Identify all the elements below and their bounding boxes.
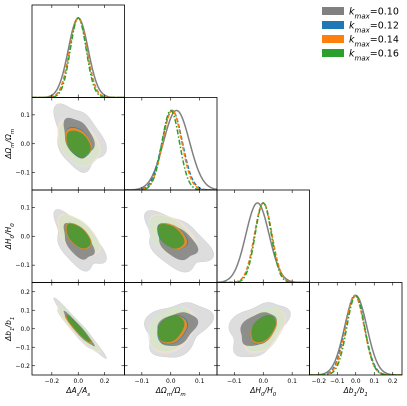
x-axis-label-0: ΔAs/As: [65, 386, 90, 398]
contour68-2-3-series-3: [251, 315, 276, 343]
contour68-1-3-series-3: [157, 315, 185, 343]
x-tick-label: 0.0: [258, 378, 268, 385]
panel-1-3: −0.1 0.0 0.1: [124, 282, 218, 385]
panel-1-2: [124, 189, 218, 283]
contour68-0-3-series-3: [66, 315, 91, 343]
marginal-2-series-0: [217, 202, 310, 283]
panel-2-2: [216, 189, 310, 283]
panel-0-0: [31, 4, 125, 98]
y-tick-label: −0.1: [15, 170, 30, 177]
y-axis-label-2: ΔH0/H0: [4, 223, 16, 250]
panel-0-3: −0.2 0.0 0.2 −0.2 −0.1 0.0 0.1 0.2: [15, 282, 125, 385]
x-axis-label-2: ΔH0/H0: [249, 386, 276, 398]
legend-label-2: kmax=0.14: [349, 35, 399, 49]
marginal-3-series-0: [309, 294, 402, 375]
contour68-1-2-series-3: [157, 223, 185, 249]
x-axis-label-3: Δb1/b1: [343, 386, 368, 398]
panel-0-1: −0.1 0.0 0.1: [15, 97, 125, 191]
x-tick-label: 0.1: [369, 378, 379, 385]
contour68-0-1-series-3: [66, 130, 91, 158]
y-axis-label-1: ΔΩm/Ωm: [4, 129, 16, 160]
x-tick-label: −0.2: [45, 378, 60, 385]
legend-label-1: kmax=0.12: [349, 21, 399, 35]
x-tick-label: 0.1: [287, 378, 297, 385]
y-tick-label: 0.0: [20, 141, 30, 148]
panel-2-3: −0.1 0.0 0.1: [216, 282, 310, 385]
marginal-2-series-3: [217, 202, 310, 283]
y-tick-label: 0.1: [20, 112, 30, 119]
legend-label-0: kmax=0.10: [349, 7, 399, 21]
x-tick-label: −0.1: [227, 378, 242, 385]
marginal-1-series-2: [124, 109, 217, 190]
marginal-1-series-1: [124, 109, 217, 190]
marginal-3-series-3: [309, 294, 402, 375]
y-tick-label: −0.1: [15, 262, 30, 269]
panel-0-2: −0.1 0.0 0.1: [15, 189, 125, 283]
panel-3-3: −0.2 −0.1 0.0 0.1 0.2: [309, 282, 403, 385]
marginal-2-series-1: [217, 202, 310, 283]
marginal-1-series-0: [124, 109, 217, 190]
legend-label-3: kmax=0.16: [349, 49, 399, 63]
marginal-2-series-2: [217, 202, 310, 283]
panels: −0.1 0.0 0.1 −0.1 0.0 0.1 −0.2 0.0 0.2 −0.2 −0.1 0.…: [4, 4, 403, 398]
y-tick-label: −0.2: [15, 363, 30, 370]
x-tick-label: −0.2: [311, 378, 326, 385]
x-tick-label: −0.1: [330, 378, 345, 385]
x-tick-label: 0.2: [100, 378, 110, 385]
marginal-0-series-2: [32, 17, 125, 98]
y-tick-label: 0.0: [20, 326, 30, 333]
panel-frame: [216, 189, 310, 283]
x-tick-label: −0.1: [135, 378, 150, 385]
y-tick-label: −0.1: [15, 344, 30, 351]
legend-swatch-1: [322, 21, 344, 29]
panel-frame: [31, 4, 125, 98]
contour68-0-2-series-3: [66, 223, 91, 249]
legend-swatch-3: [322, 49, 344, 57]
panel-1-1: [124, 97, 218, 191]
x-tick-label: 0.0: [166, 378, 176, 385]
y-tick-label: 0.2: [20, 289, 30, 296]
marginal-0-series-3: [32, 17, 125, 98]
x-tick-label: 0.1: [195, 378, 205, 385]
x-tick-label: 0.2: [388, 378, 398, 385]
marginal-3-series-1: [309, 294, 402, 375]
marginal-0-series-1: [32, 17, 125, 98]
marginal-1-series-3: [124, 109, 217, 190]
marginal-3-series-2: [309, 294, 402, 375]
x-tick-label: 0.0: [351, 378, 361, 385]
marginal-0-series-0: [32, 17, 125, 98]
y-tick-label: 0.1: [20, 204, 30, 211]
legend-swatch-0: [322, 7, 344, 15]
x-tick-label: 0.0: [73, 378, 83, 385]
legend-swatch-2: [322, 35, 344, 43]
y-tick-label: 0.1: [20, 307, 30, 314]
y-tick-label: 0.0: [20, 233, 30, 240]
x-axis-label-1: ΔΩm/Ωm: [155, 386, 186, 398]
y-axis-label-3: Δb1/b1: [4, 317, 16, 342]
